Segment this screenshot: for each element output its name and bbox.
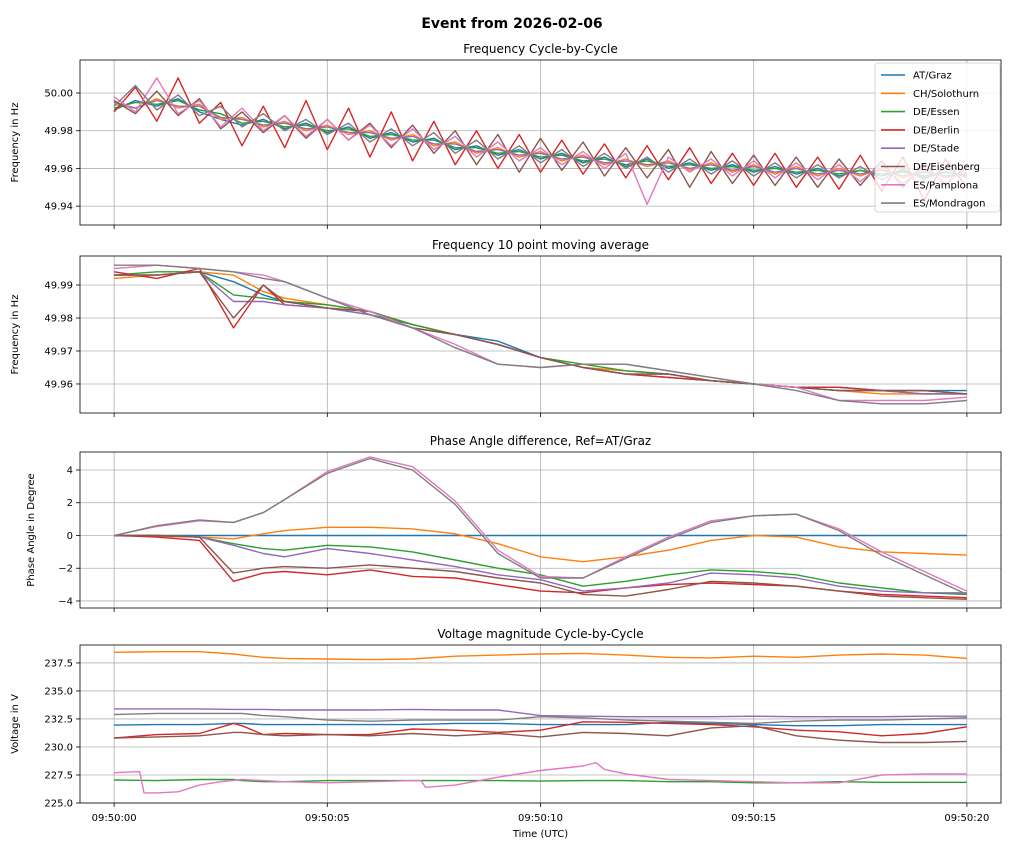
series-line-es-mondragon <box>113 457 968 596</box>
x-tick-label: 09:50:05 <box>305 813 350 824</box>
y-tick-label: −2 <box>58 564 73 575</box>
y-tick-label: 2 <box>67 498 73 509</box>
subplot-2: 49.96 49.97 49.98 49.99 Frequency 10 point m… <box>10 238 1002 417</box>
y-tick-label: 230.0 <box>44 742 73 753</box>
legend-entry: DE/Eisenberg <box>913 162 980 173</box>
series-line-ch-solothurn <box>114 526 967 563</box>
axes-frame <box>79 451 1002 609</box>
series-line-de-berlin <box>114 721 968 739</box>
axes-frame <box>79 59 1002 226</box>
x-tick-label: 09:50:20 <box>944 813 989 824</box>
series-line-es-pamplona <box>114 762 967 794</box>
series-line-de-stade <box>114 708 967 718</box>
series-lines <box>113 77 968 206</box>
series-line-de-eisenberg <box>113 90 968 189</box>
series-lines <box>113 456 968 600</box>
series-line-es-mondragon <box>114 712 967 725</box>
legend-entry: DE/Essen <box>913 107 960 118</box>
y-axis-label: Voltage in V <box>10 694 21 754</box>
y-tick-label: 49.99 <box>44 281 73 292</box>
x-tick-label: 09:50:10 <box>518 813 563 824</box>
legend-entry: CH/Solothurn <box>913 89 979 100</box>
subplot-title: Frequency Cycle-by-Cycle <box>463 42 618 56</box>
y-tick-label: 225.0 <box>44 799 73 810</box>
legend-entry: ES/Mondragon <box>913 199 986 210</box>
axes-frame <box>79 255 1002 414</box>
y-tick-label: 235.0 <box>44 686 73 697</box>
y-tick-label: 49.96 <box>44 164 73 175</box>
series-lines <box>113 264 967 405</box>
series-line-es-pamplona <box>113 77 968 206</box>
series-line-de-eisenberg <box>114 534 967 600</box>
legend-entry: AT/Graz <box>913 71 952 82</box>
y-tick-label: 4 <box>67 466 73 477</box>
y-tick-label: 50.00 <box>44 89 73 100</box>
subplot-4: 09:50:00 09:50:05 09:50:10 09:50:15 09:50:20… <box>10 627 1002 840</box>
series-line-de-stade <box>114 534 967 594</box>
subplot-1: 49.94 49.96 49.98 50.00 Frequency Cycle-by-C… <box>10 42 1002 229</box>
legend-entry: ES/Pamplona <box>913 180 978 191</box>
y-tick-label: 49.94 <box>44 202 73 213</box>
y-tick-label: 49.96 <box>44 379 73 390</box>
y-tick-label: 237.5 <box>44 658 73 669</box>
subplot-title: Phase Angle difference, Ref=AT/Graz <box>430 434 651 448</box>
subplot-3: −4 −2 0 2 4 Phase Angle difference, Ref=AT/Gr… <box>26 434 1002 612</box>
legend: AT/Graz CH/Solothurn DE/Essen DE/Berlin DE/S… <box>874 62 1001 213</box>
y-tick-label: 227.5 <box>44 770 73 781</box>
y-tick-label: 49.98 <box>44 314 73 325</box>
series-line-es-mondragon <box>113 84 968 181</box>
y-axis-label: Frequency in Hz <box>10 103 21 183</box>
y-tick-label: 49.98 <box>44 126 73 137</box>
y-tick-label: 232.5 <box>44 714 73 725</box>
axes-frame <box>79 644 1002 804</box>
figure-title: Event from 2026-02-06 <box>421 16 602 32</box>
x-tick-label: 09:50:00 <box>92 813 137 824</box>
series-lines <box>114 651 968 794</box>
series-line-at-graz <box>114 721 967 727</box>
legend-entry: DE/Berlin <box>913 125 959 136</box>
series-line-de-eisenberg <box>114 271 967 395</box>
series-line-es-mondragon <box>114 264 967 405</box>
series-line-de-eisenberg <box>114 725 967 744</box>
subplot-title: Voltage magnitude Cycle-by-Cycle <box>437 627 643 641</box>
y-tick-label: 49.97 <box>44 346 73 357</box>
y-tick-label: −4 <box>58 596 73 607</box>
legend-entry: DE/Stade <box>913 144 959 155</box>
series-line-de-essen <box>114 534 967 596</box>
y-axis-label: Frequency in Hz <box>10 295 21 375</box>
legend-box <box>874 62 1001 213</box>
series-line-de-essen <box>113 99 968 177</box>
x-tick-label: 09:50:15 <box>731 813 776 824</box>
series-line-ch-solothurn <box>114 651 967 661</box>
subplot-title: Frequency 10 point moving average <box>432 238 649 252</box>
x-axis-label: Time (UTC) <box>512 829 568 840</box>
series-line-de-berlin <box>113 77 968 202</box>
y-axis-label: Phase Angle in Degree <box>26 473 37 586</box>
y-tick-label: 0 <box>67 531 73 542</box>
